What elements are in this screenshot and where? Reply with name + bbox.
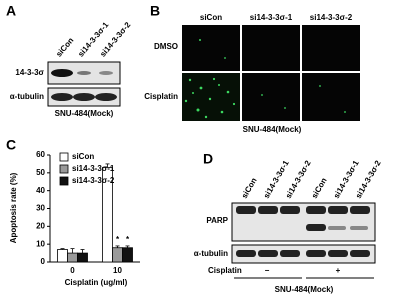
panel-letter: D: [203, 151, 213, 167]
panel-letter: A: [6, 3, 16, 19]
significance-marker: *: [126, 235, 130, 244]
bar: [112, 247, 123, 263]
panel-letter: C: [6, 137, 16, 153]
y-tick-label: 20: [36, 221, 45, 230]
cell-line: SNU-484(Mock): [275, 285, 334, 294]
y-tick-label: 40: [36, 186, 45, 195]
band: [73, 93, 95, 101]
y-tick-label: 10: [36, 239, 45, 248]
bands: [236, 206, 370, 231]
x-tick-label: 10: [113, 266, 122, 275]
treatment-level: +: [336, 266, 341, 275]
band: [51, 69, 73, 77]
row-label: α-tubulin: [194, 249, 228, 258]
legend-label: si14-3-3σ-2: [72, 176, 115, 185]
bar: [67, 252, 78, 263]
row-label: PARP: [206, 216, 228, 225]
column-label: si14-3-3σ-2: [310, 13, 353, 22]
row-label: 14-3-3σ: [15, 68, 44, 77]
y-tick-label: 0: [41, 257, 46, 266]
bands: [236, 250, 370, 257]
legend-label: siCon: [72, 152, 94, 161]
legend-swatch: [59, 164, 69, 174]
row-label: DMSO: [154, 42, 178, 51]
micrographs: [182, 25, 360, 121]
band: [95, 93, 117, 101]
panel-letter: B: [150, 3, 160, 19]
treatment-level: −: [265, 266, 270, 275]
y-tick-label: 30: [36, 204, 45, 213]
column-label: si14-3-3σ-1: [250, 13, 293, 22]
cell-line: SNU-484(Mock): [243, 125, 302, 134]
legend-swatch: [59, 152, 69, 162]
legend-swatch: [59, 176, 69, 186]
significance-marker: *: [116, 235, 120, 244]
band: [77, 71, 91, 75]
lane-label: siCon: [54, 36, 75, 59]
row-label: α-tubulin: [10, 92, 44, 101]
x-tick-label: 0: [70, 266, 75, 275]
x-axis-label: Cisplatin (ug/ml): [65, 278, 128, 287]
lane-label: siCon: [310, 176, 329, 200]
row-label: Cisplatin: [144, 92, 178, 101]
y-tick-label: 50: [36, 168, 45, 177]
bar: [57, 249, 68, 263]
treatment-label: Cisplatin: [208, 266, 242, 275]
band: [51, 93, 73, 101]
blot: [231, 244, 376, 264]
y-axis-label: Apoptosis rate (%): [9, 172, 18, 243]
band: [99, 71, 113, 75]
bar: [77, 252, 88, 263]
bar: [122, 247, 133, 263]
cell-line: SNU-484(Mock): [55, 109, 114, 118]
y-tick-label: 60: [36, 150, 45, 159]
legend-label: si14-3-3σ-1: [72, 164, 115, 173]
lane-label: siCon: [240, 176, 259, 200]
column-label: siCon: [200, 13, 222, 22]
